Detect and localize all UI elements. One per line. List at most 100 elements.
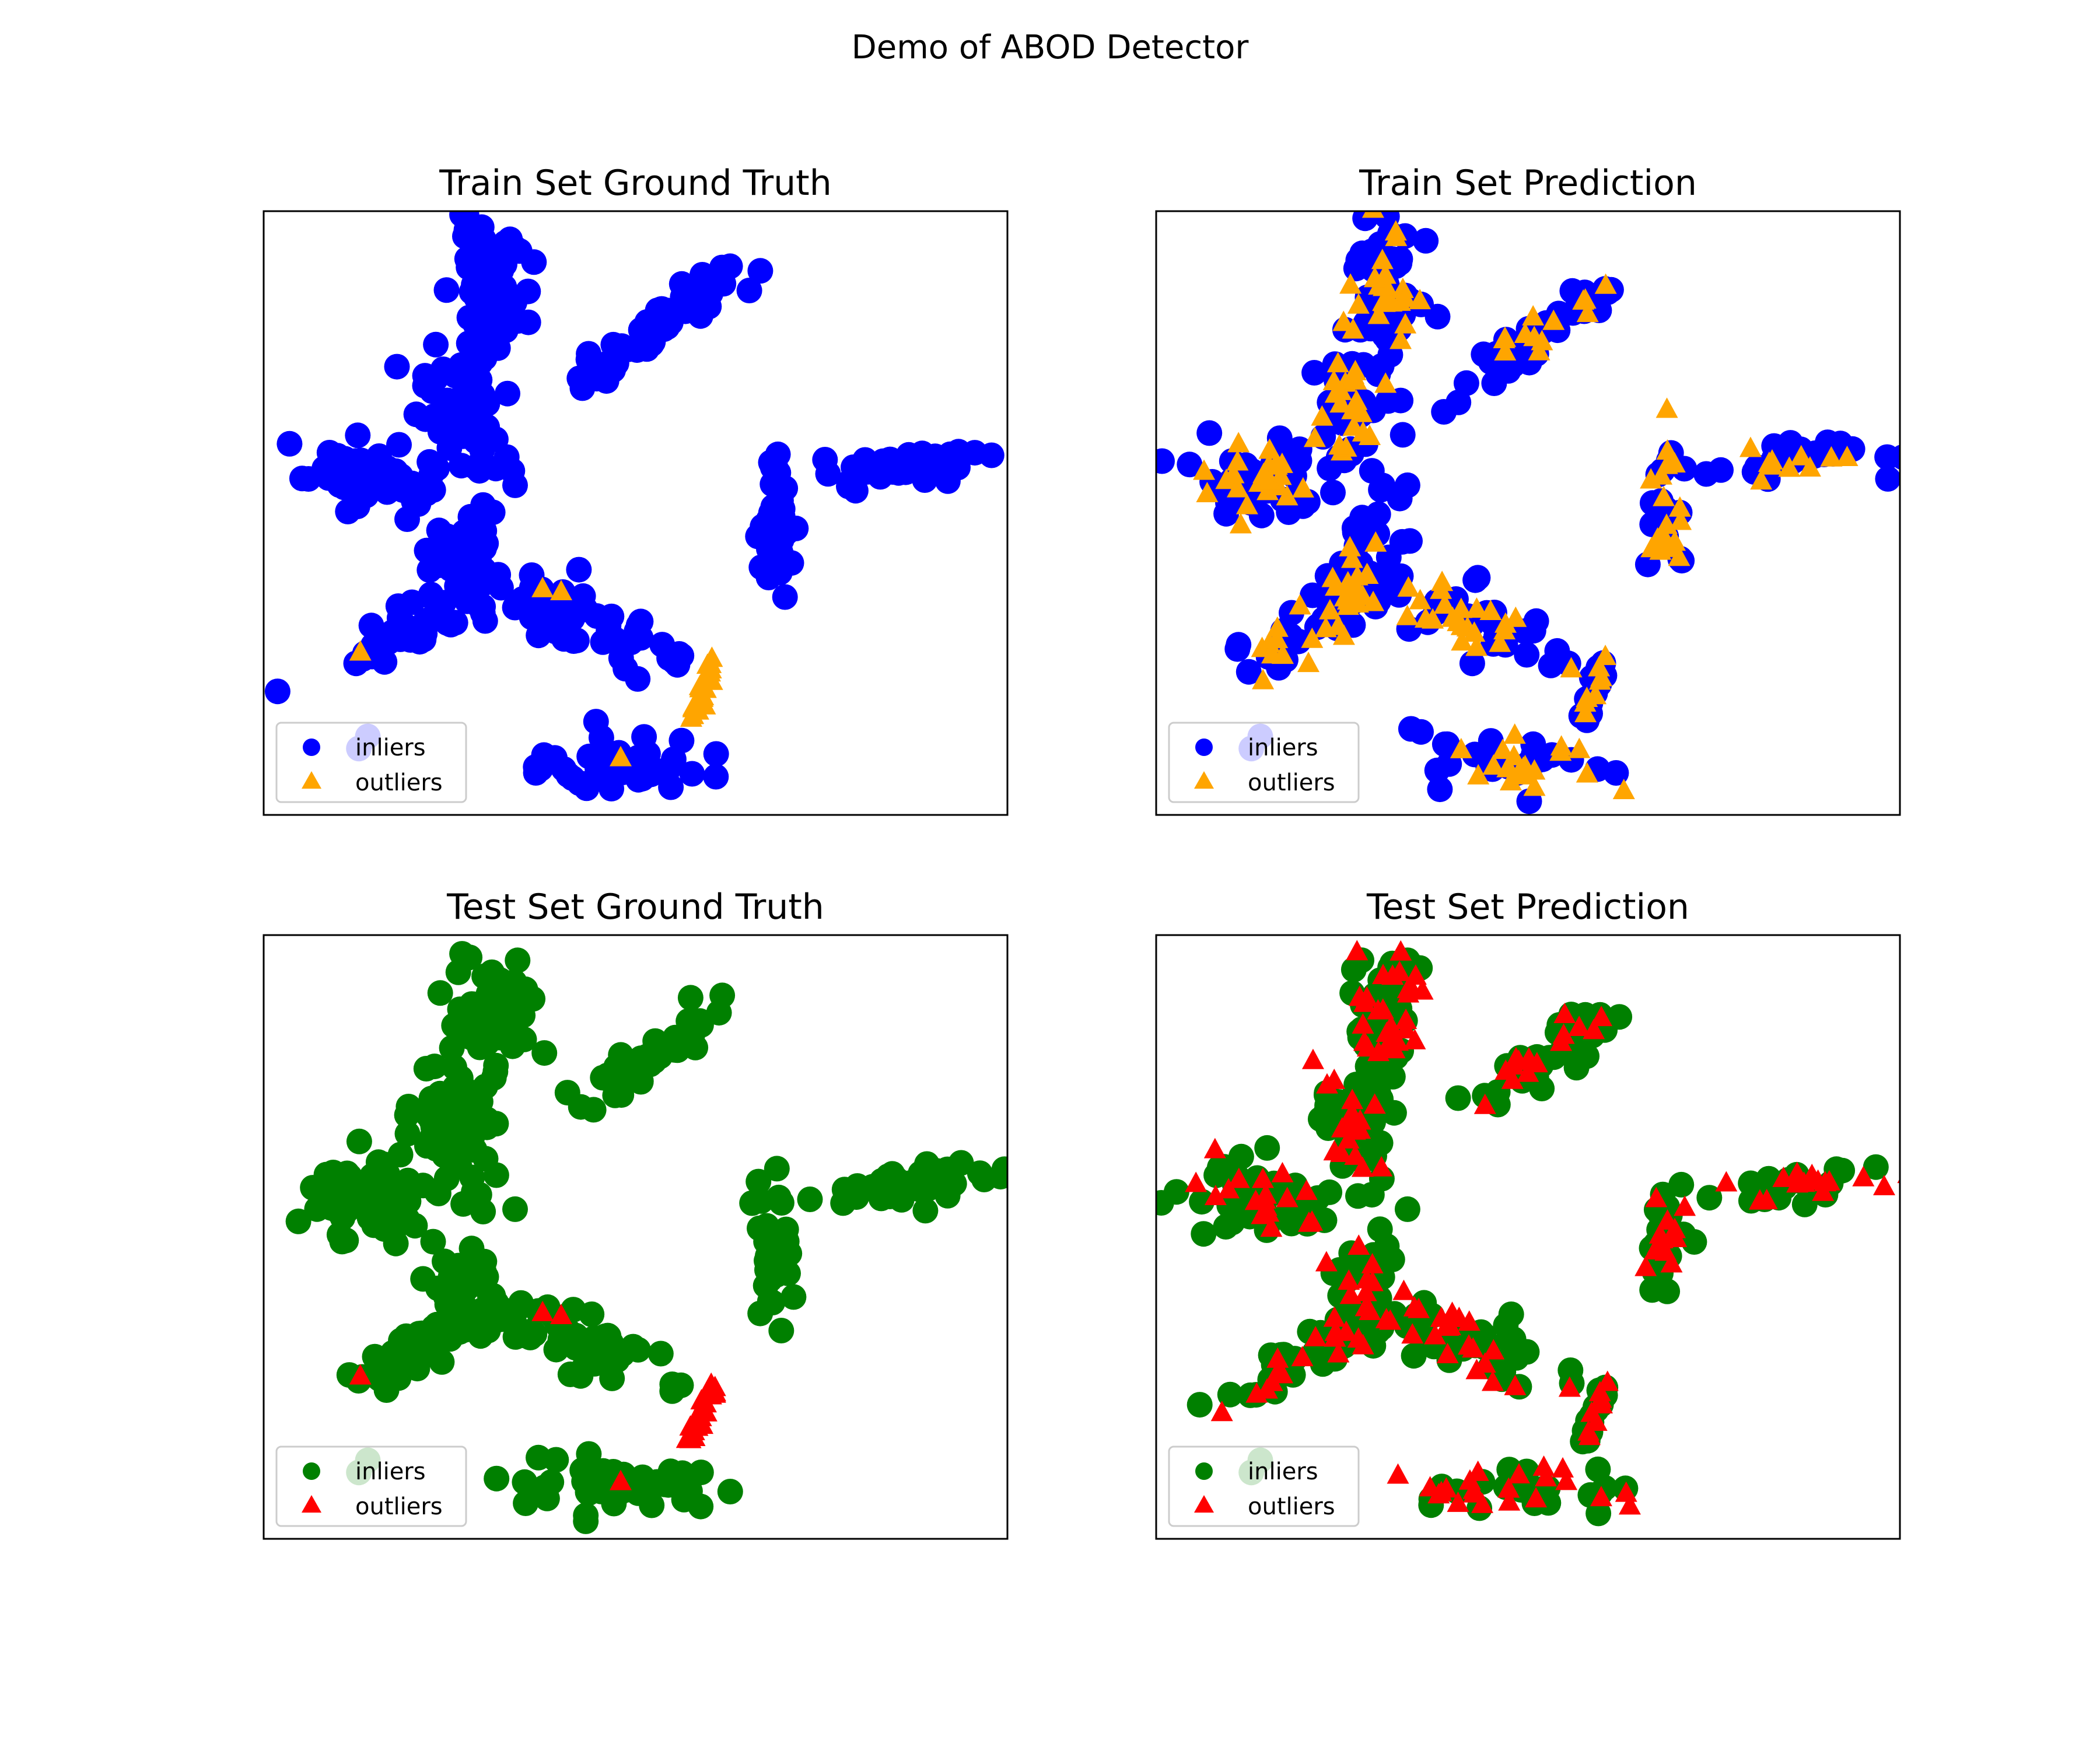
- inlier-point: [765, 441, 791, 467]
- outlier-point: [1465, 635, 1488, 656]
- outlier-point: [1647, 1233, 1670, 1254]
- inlier-point: [1196, 420, 1223, 446]
- inlier-point: [482, 1014, 509, 1040]
- outlier-point: [1335, 1320, 1357, 1341]
- inlier-point: [778, 550, 804, 576]
- inlier-point: [474, 1107, 500, 1133]
- outlier-point: [1348, 985, 1371, 1006]
- inlier-point: [466, 1182, 492, 1208]
- inlier-point: [495, 380, 520, 407]
- outlier-point: [1404, 1028, 1426, 1049]
- outlier-point: [1327, 1342, 1350, 1363]
- inlier-point: [394, 1121, 421, 1147]
- outlier-point: [1532, 1455, 1555, 1476]
- inlier-point: [1387, 246, 1413, 272]
- series-outliers: [349, 1300, 726, 1490]
- inlier-point: [1462, 567, 1489, 593]
- inlier-point: [1394, 1196, 1420, 1222]
- plot-area: [1156, 211, 1900, 814]
- outlier-point: [1301, 627, 1324, 648]
- inlier-point: [436, 412, 462, 438]
- outlier-point: [1479, 599, 1502, 620]
- outlier-point: [1215, 468, 1238, 489]
- outlier-point: [1507, 1463, 1530, 1484]
- outlier-point: [1276, 1186, 1298, 1208]
- subplot-title: Train Set Prediction: [1359, 163, 1697, 204]
- outlier-point: [1422, 608, 1444, 629]
- inlier-point: [285, 1208, 312, 1234]
- outlier-point: [1387, 1463, 1409, 1484]
- outlier-point: [1323, 1306, 1346, 1327]
- inlier-point: [1445, 1085, 1471, 1111]
- inlier-point: [639, 1492, 665, 1518]
- legend-inlier-marker: [1195, 738, 1213, 756]
- outlier-point: [1387, 1030, 1409, 1051]
- outlier-point: [1463, 1482, 1486, 1503]
- outlier-point: [1431, 570, 1454, 592]
- inlier-point: [668, 271, 695, 297]
- legend-inlier-marker: [303, 738, 320, 756]
- outlier-point: [1668, 496, 1691, 517]
- inlier-point: [584, 366, 610, 392]
- outlier-point: [1568, 737, 1591, 758]
- inlier-point: [717, 1479, 743, 1504]
- inlier-point: [402, 1213, 428, 1239]
- outlier-point: [1323, 1068, 1346, 1089]
- outlier-point: [1352, 1013, 1374, 1034]
- inlier-point: [482, 303, 509, 329]
- inlier-point: [399, 589, 425, 615]
- outlier-point: [1489, 631, 1511, 652]
- outlier-point: [1203, 1138, 1226, 1158]
- inlier-point: [359, 1163, 385, 1189]
- inlier-point: [485, 335, 511, 361]
- outlier-point: [1362, 590, 1385, 611]
- inlier-point: [648, 1340, 674, 1367]
- outlier-point: [1503, 723, 1526, 744]
- inlier-point: [1585, 1456, 1611, 1482]
- outlier-point: [1339, 536, 1362, 556]
- inlier-point: [677, 985, 704, 1011]
- inlier-point: [466, 458, 492, 484]
- outlier-point: [1371, 998, 1394, 1019]
- inlier-point: [502, 472, 528, 498]
- inlier-point: [481, 1065, 507, 1091]
- inlier-point: [568, 1094, 594, 1120]
- outlier-point: [1660, 1252, 1683, 1273]
- outlier-point: [1645, 1186, 1668, 1208]
- outlier-point: [1435, 1477, 1458, 1498]
- outlier-point: [1555, 1469, 1578, 1490]
- inlier-point: [595, 1325, 621, 1352]
- inlier-point: [446, 1153, 473, 1179]
- inlier-point: [797, 1186, 823, 1212]
- inlier-point: [717, 253, 743, 279]
- inlier-point: [453, 1012, 480, 1038]
- outlier-point: [1370, 1156, 1393, 1177]
- outlier-point: [1649, 539, 1672, 560]
- inlier-point: [935, 1156, 961, 1182]
- inlier-point: [506, 995, 533, 1021]
- inlier-point: [451, 519, 477, 545]
- outlier-point: [1352, 1334, 1374, 1354]
- outlier-point: [1497, 1477, 1520, 1498]
- outlier-point: [1542, 309, 1565, 330]
- outlier-point: [531, 1300, 554, 1321]
- outlier-point: [1653, 485, 1675, 506]
- inlier-point: [1191, 1221, 1217, 1247]
- outlier-point: [1522, 305, 1545, 326]
- inlier-point: [1390, 422, 1416, 448]
- outlier-point: [1363, 1093, 1386, 1114]
- inlier-point: [345, 422, 371, 449]
- legend: inliers outliers: [1168, 1446, 1360, 1527]
- outlier-point: [1260, 1216, 1283, 1237]
- inlier-point: [1359, 458, 1385, 484]
- outlier-point: [1504, 1374, 1527, 1395]
- inlier-point: [449, 392, 475, 418]
- inlier-point: [1498, 1301, 1524, 1328]
- legend-outlier-marker: [302, 771, 321, 789]
- outlier-point: [1329, 392, 1352, 413]
- inlier-point: [1654, 1278, 1681, 1304]
- outlier-point: [1204, 1185, 1227, 1206]
- inlier-point: [429, 1349, 455, 1375]
- legend-outlier-marker: [302, 1495, 321, 1513]
- subplot-1: Train Set Ground Truth inliers outliers: [262, 163, 1009, 816]
